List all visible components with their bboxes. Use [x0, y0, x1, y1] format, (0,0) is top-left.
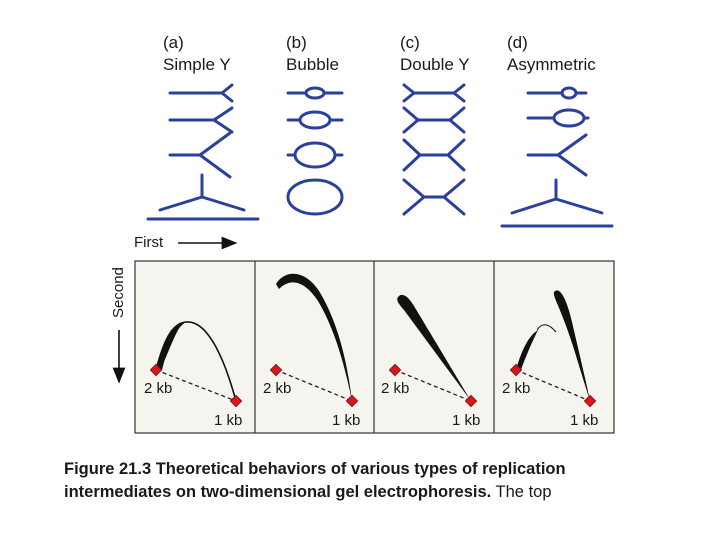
simple-y-1	[168, 83, 234, 103]
gel-panel-d	[509, 290, 597, 408]
column-a-letter: (a)	[163, 33, 184, 52]
caption-bold: Figure 21.3 Theoretical behaviors of var…	[64, 460, 566, 501]
asymmetric-3	[526, 133, 588, 177]
bubble-4	[286, 178, 344, 216]
gel-panel-b	[269, 273, 359, 408]
column-d-name: Asymmetric	[507, 55, 596, 74]
simple-y-4	[146, 173, 260, 221]
simple-y-3	[168, 131, 232, 179]
double-y-1	[402, 83, 466, 103]
label-1kb-d: 1 kb	[570, 412, 598, 429]
column-b-heading: (b) Bubble	[286, 33, 339, 75]
asymmetric-arc-right	[553, 290, 590, 401]
double-y-2	[402, 106, 466, 134]
simple-y-structures	[146, 83, 260, 221]
caption-normal: The top	[491, 483, 552, 501]
double-y-structures	[402, 83, 466, 216]
simple-y-arc-body	[157, 322, 186, 370]
first-axis-label: First	[134, 234, 164, 251]
column-a-heading: (a) Simple Y	[163, 33, 231, 75]
marker-2kb-a	[149, 363, 163, 377]
asymmetric-2	[526, 108, 590, 128]
marker-1kb-c	[464, 394, 478, 408]
bubble-arc	[276, 273, 352, 401]
column-b-letter: (b)	[286, 33, 307, 52]
asymmetric-arc-thin	[536, 324, 557, 333]
column-b-name: Bubble	[286, 55, 339, 74]
double-y-4	[402, 178, 466, 216]
marker-1kb-d	[583, 394, 597, 408]
label-1kb-a: 1 kb	[214, 412, 242, 429]
column-d-heading: (d) Asymmetric	[507, 33, 596, 75]
marker-1kb-b	[345, 394, 359, 408]
column-d-letter: (d)	[507, 33, 528, 52]
column-c-name: Double Y	[400, 55, 470, 74]
figure-caption: Figure 21.3 Theoretical behaviors of var…	[64, 458, 664, 504]
asymmetric-4	[500, 178, 614, 228]
column-c-letter: (c)	[400, 33, 420, 52]
column-a-name: Simple Y	[163, 55, 231, 74]
marker-2kb-c	[388, 363, 402, 377]
bubble-3	[286, 141, 344, 169]
gel-panel-a	[149, 321, 243, 408]
label-1kb-c: 1 kb	[452, 412, 480, 429]
linear-diagonal-d	[515, 369, 591, 402]
linear-diagonal-a	[155, 369, 237, 402]
simple-y-2	[168, 106, 234, 134]
simple-y-arc	[155, 321, 237, 402]
bubble-2	[286, 110, 344, 130]
marker-2kb-b	[269, 363, 283, 377]
double-y-3	[402, 138, 466, 172]
asymmetric-1	[526, 86, 588, 100]
marker-1kb-a	[229, 394, 243, 408]
double-y-spike	[397, 294, 471, 401]
label-1kb-b: 1 kb	[332, 412, 360, 429]
bubble-structures	[286, 86, 344, 216]
label-2kb-c: 2 kb	[381, 380, 409, 397]
label-2kb-b: 2 kb	[263, 380, 291, 397]
gel-panel-c	[388, 294, 478, 408]
asymmetric-arc-left	[516, 330, 538, 372]
bubble-1	[286, 86, 344, 100]
label-2kb-d: 2 kb	[502, 380, 530, 397]
column-c-heading: (c) Double Y	[400, 33, 470, 75]
asymmetric-structures	[500, 86, 614, 228]
label-2kb-a: 2 kb	[144, 380, 172, 397]
marker-2kb-d	[509, 363, 523, 377]
